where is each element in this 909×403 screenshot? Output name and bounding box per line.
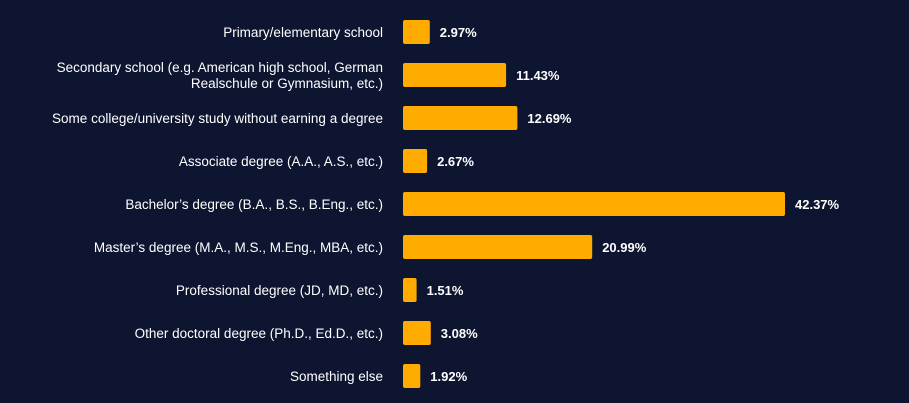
bar-0 (403, 20, 430, 44)
value-labels-group: 2.97% 11.43% 12.69% 2.67% 42.37% 20.99% 1.51% 3… (427, 25, 840, 384)
category-label-8: Something else (290, 369, 383, 384)
category-label-7: Other doctoral degree (Ph.D., Ed.D., etc… (135, 326, 383, 341)
category-label-line: Something else (290, 369, 383, 384)
bar-6 (403, 278, 417, 302)
category-label-line: Realschule or Gymnasium, etc.) (191, 76, 383, 91)
value-label-1: 11.43% (516, 68, 560, 83)
category-label-1: Secondary school (e.g. American high sch… (57, 60, 383, 91)
bar-4 (403, 192, 785, 216)
bar-5 (403, 235, 593, 259)
category-label-0: Primary/elementary school (223, 25, 383, 40)
bar-8 (403, 364, 421, 388)
category-label-6: Professional degree (JD, MD, etc.) (176, 283, 383, 298)
value-label-5: 20.99% (602, 240, 647, 255)
category-label-line: Master’s degree (M.A., M.S., M.Eng., MBA… (94, 240, 383, 255)
value-label-6: 1.51% (427, 283, 464, 298)
value-label-8: 1.92% (430, 369, 467, 384)
bar-1 (403, 63, 507, 87)
value-label-2: 12.69% (527, 111, 572, 126)
category-label-line: Other doctoral degree (Ph.D., Ed.D., etc… (135, 326, 383, 341)
category-label-5: Master’s degree (M.A., M.S., M.Eng., MBA… (94, 240, 383, 255)
category-label-4: Bachelor’s degree (B.A., B.S., B.Eng., e… (125, 197, 383, 212)
category-label-line: Associate degree (A.A., A.S., etc.) (179, 154, 383, 169)
value-label-7: 3.08% (441, 326, 478, 341)
category-label-2: Some college/university study without ea… (52, 111, 383, 126)
value-label-3: 2.67% (437, 154, 474, 169)
value-label-4: 42.37% (795, 197, 840, 212)
bar-7 (403, 321, 431, 345)
bar-3 (403, 149, 428, 173)
category-label-line: Professional degree (JD, MD, etc.) (176, 283, 383, 298)
category-label-line: Bachelor’s degree (B.A., B.S., B.Eng., e… (125, 197, 383, 212)
category-label-line: Primary/elementary school (223, 25, 383, 40)
value-label-0: 2.97% (440, 25, 477, 40)
category-label-line: Some college/university study without ea… (52, 111, 383, 126)
category-labels-group: Primary/elementary school Secondary schoo… (52, 25, 383, 384)
category-label-3: Associate degree (A.A., A.S., etc.) (179, 154, 383, 169)
bars-group (403, 20, 785, 388)
bar-2 (403, 106, 518, 130)
category-label-line: Secondary school (e.g. American high sch… (57, 60, 383, 75)
